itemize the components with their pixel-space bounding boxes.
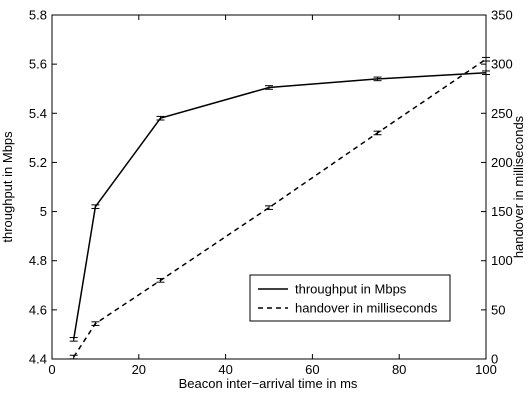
series-1-point-4 xyxy=(373,130,382,136)
y-tick-label-right-2: 100 xyxy=(491,253,513,268)
x-tick-label-1: 20 xyxy=(132,362,146,377)
y-tick-label-left-0: 4.4 xyxy=(29,352,47,367)
y-axis-label-right: handover in milliseconds xyxy=(511,115,526,258)
series-line-1 xyxy=(73,58,487,358)
legend: throughput in Mbps handover in millisecon… xyxy=(249,274,451,322)
legend-label-0: throughput in Mbps xyxy=(295,282,407,297)
y-axis-label-left: throughput in Mbps xyxy=(0,131,15,243)
x-tick-label-4: 80 xyxy=(392,362,406,377)
x-axis-label: Beacon inter−arrival time in ms xyxy=(179,376,358,391)
series-1-point-1 xyxy=(91,321,100,326)
y-tick-label-left-5: 5.4 xyxy=(29,106,47,121)
y-tick-label-left-2: 4.8 xyxy=(29,253,47,268)
axes: 0 20 40 60 80 100 4.4 4.6 4.8 5 5.2 5.4 5.6 5.8 0 50 100… xyxy=(29,8,513,378)
y-tick-label-right-0: 0 xyxy=(491,352,498,367)
series-layer xyxy=(69,56,490,360)
y-tick-label-right-7: 350 xyxy=(491,8,513,23)
plot-frame xyxy=(51,14,487,360)
y-tick-label-left-7: 5.8 xyxy=(29,8,47,23)
series-0-point-3 xyxy=(265,85,273,90)
series-0-point-4 xyxy=(373,76,382,82)
legend-label-1: handover in milliseconds xyxy=(295,301,438,316)
y-tick-label-left-1: 4.6 xyxy=(29,302,47,317)
y-tick-label-right-6: 300 xyxy=(491,57,513,72)
series-0-point-5 xyxy=(482,70,490,76)
y-tick-label-right-4: 200 xyxy=(491,155,513,170)
y-tick-label-left-4: 5.2 xyxy=(29,155,47,170)
series-1-point-5 xyxy=(482,56,490,62)
y-tick-label-right-5: 250 xyxy=(491,106,513,121)
series-line-0 xyxy=(72,71,487,340)
series-1-point-2 xyxy=(156,278,165,283)
legend-box xyxy=(249,274,451,322)
series-0-point-1 xyxy=(91,204,100,209)
x-tick-label-5: 100 xyxy=(475,362,497,377)
series-0-point-0 xyxy=(69,337,78,342)
y-tick-label-right-3: 150 xyxy=(491,204,513,219)
y-tick-label-right-1: 50 xyxy=(491,302,505,317)
y-tick-label-left-3: 5 xyxy=(40,204,47,219)
series-0-point-2 xyxy=(156,115,165,121)
x-tick-label-2: 40 xyxy=(218,362,232,377)
x-tick-label-0: 0 xyxy=(48,362,55,377)
y-tick-label-left-6: 5.6 xyxy=(29,57,47,72)
series-1-point-3 xyxy=(265,205,273,210)
x-tick-label-3: 60 xyxy=(305,362,319,377)
series-1-point-0 xyxy=(69,354,78,360)
